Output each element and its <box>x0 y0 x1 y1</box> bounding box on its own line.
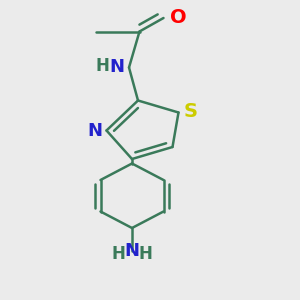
Text: S: S <box>184 102 198 122</box>
Text: N: N <box>110 58 124 76</box>
Text: N: N <box>87 122 102 140</box>
Text: H: H <box>139 245 152 263</box>
Text: H: H <box>112 245 125 263</box>
Text: H: H <box>96 57 110 75</box>
Text: N: N <box>124 242 140 260</box>
Text: O: O <box>170 8 187 27</box>
